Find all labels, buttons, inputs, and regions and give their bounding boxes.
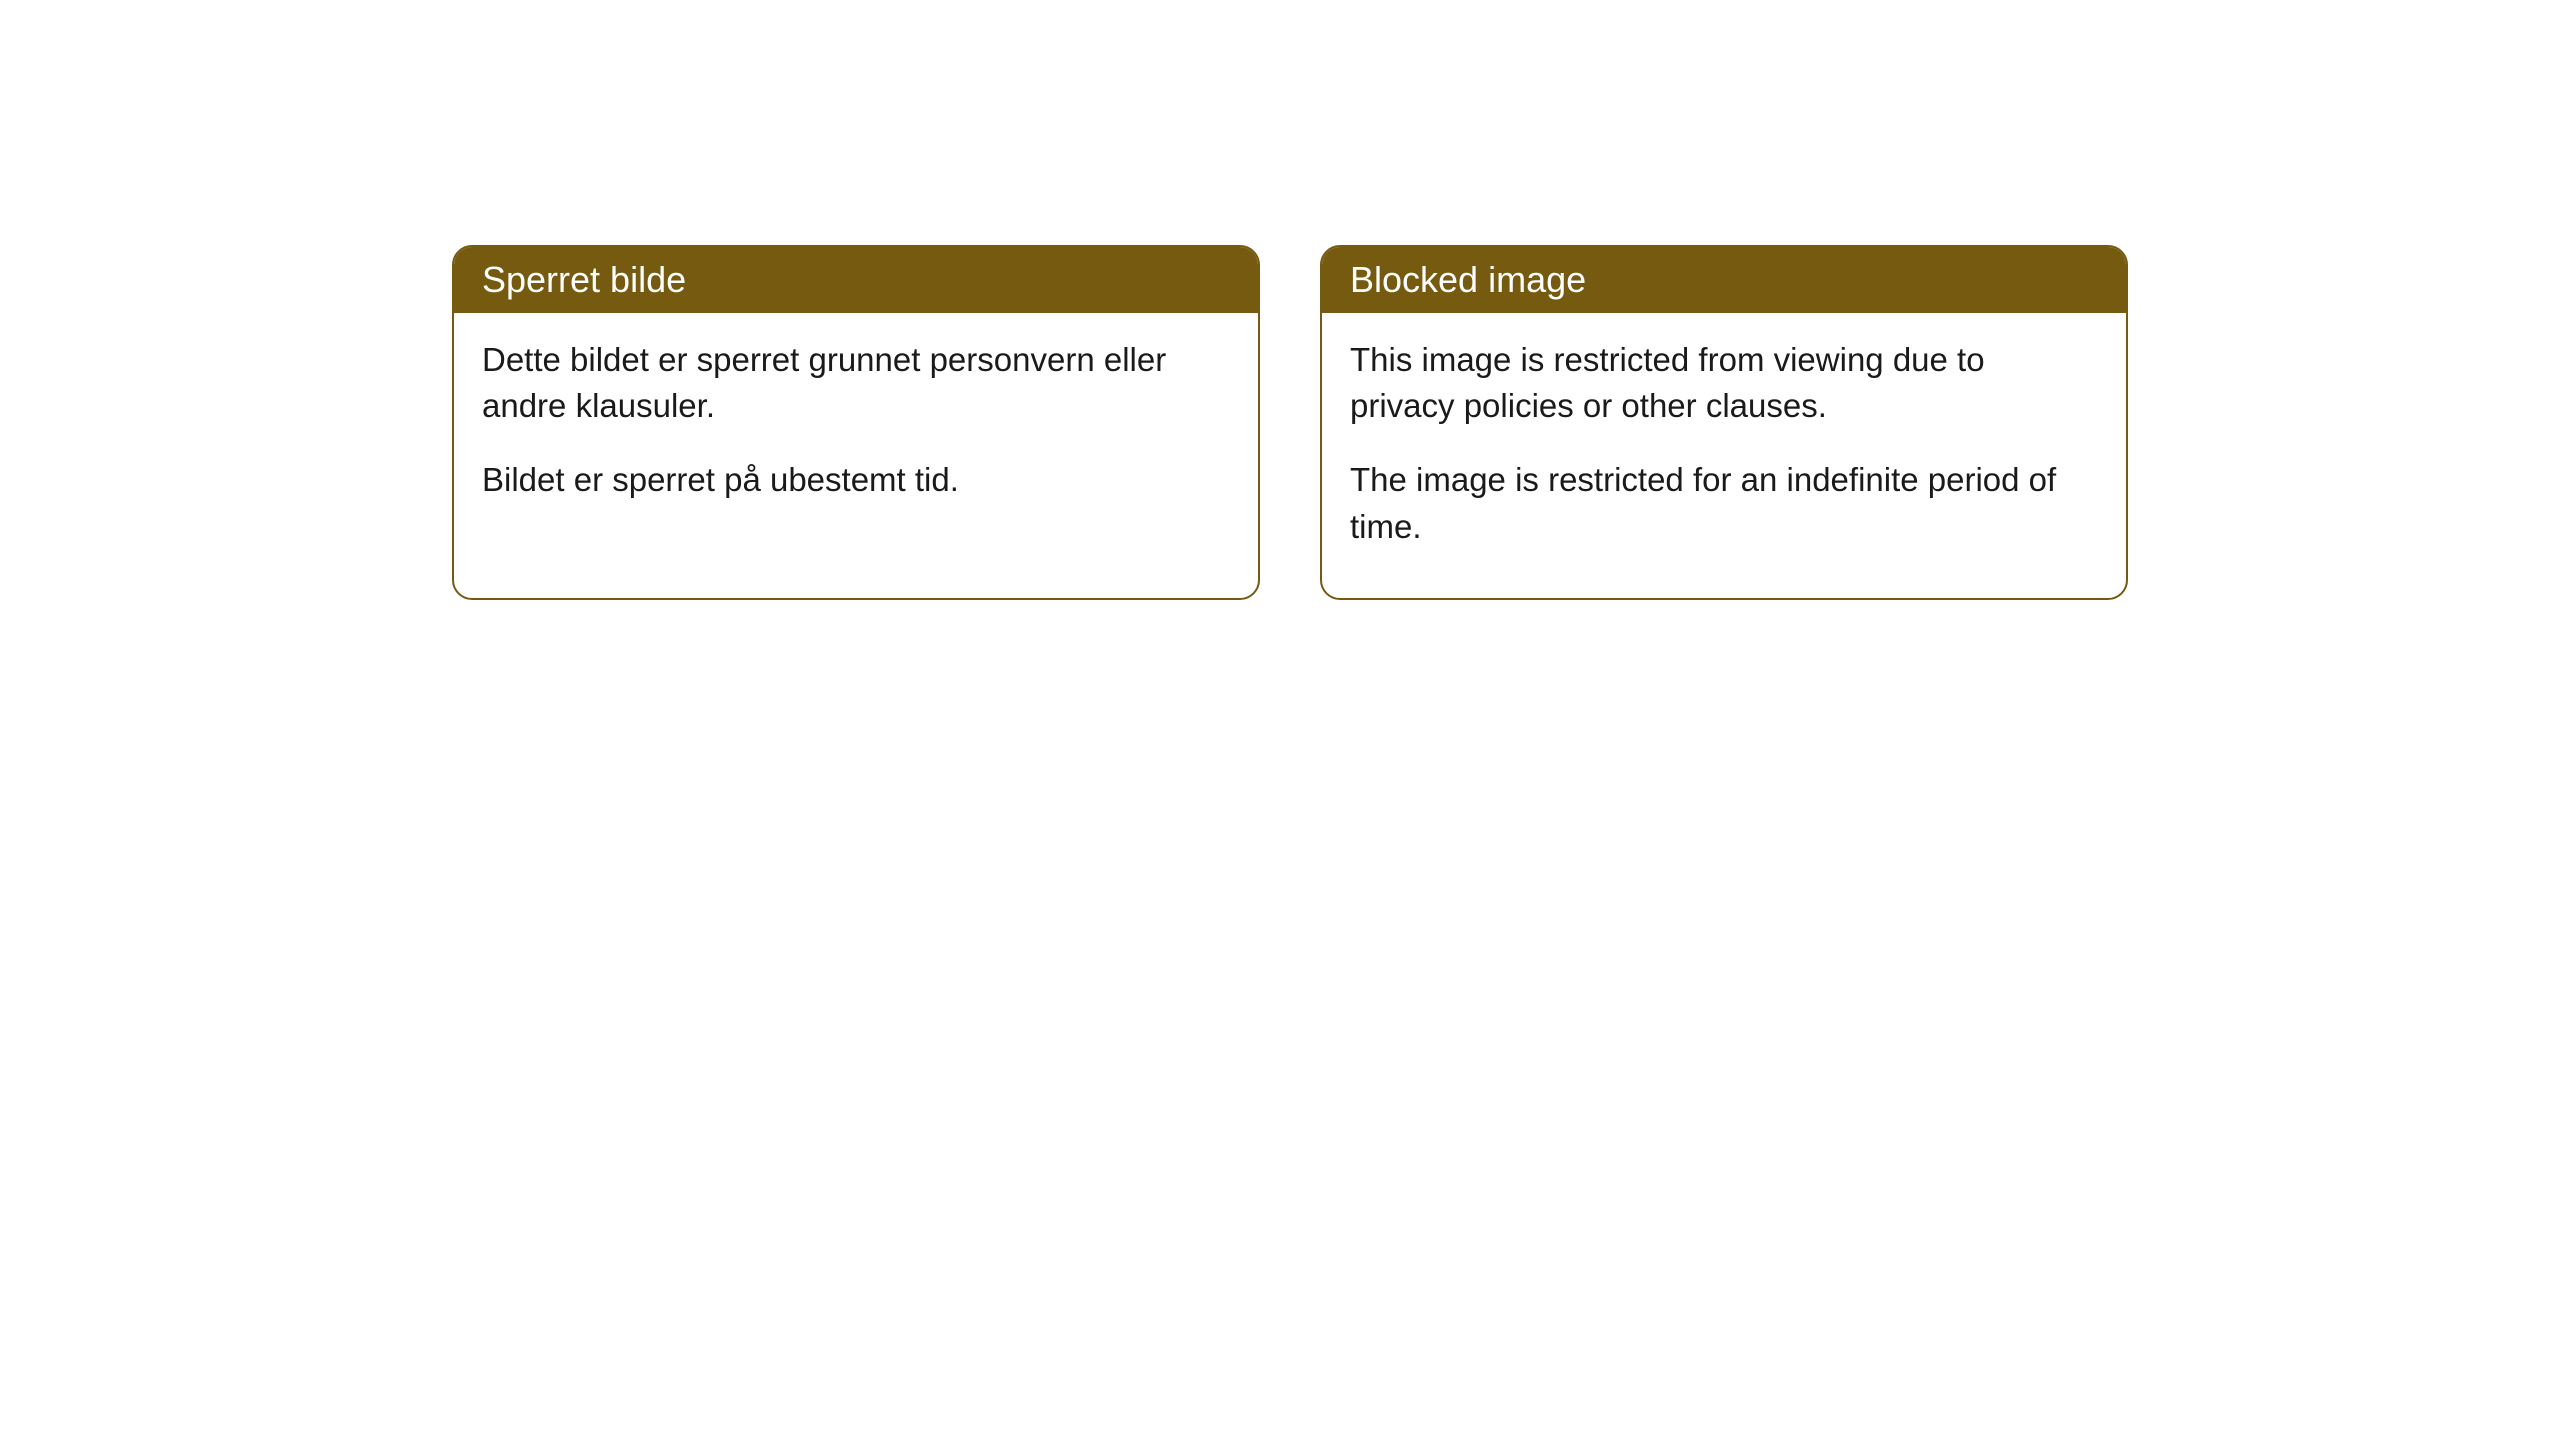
card-body: Dette bildet er sperret grunnet personve… [454, 313, 1258, 552]
blocked-image-card-english: Blocked image This image is restricted f… [1320, 245, 2128, 600]
card-header: Blocked image [1322, 247, 2126, 313]
card-paragraph: This image is restricted from viewing du… [1350, 337, 2098, 429]
blocked-image-card-norwegian: Sperret bilde Dette bildet er sperret gr… [452, 245, 1260, 600]
card-body: This image is restricted from viewing du… [1322, 313, 2126, 598]
card-header: Sperret bilde [454, 247, 1258, 313]
card-paragraph: Dette bildet er sperret grunnet personve… [482, 337, 1230, 429]
card-title: Sperret bilde [482, 259, 686, 300]
card-paragraph: Bildet er sperret på ubestemt tid. [482, 457, 1230, 503]
info-cards-container: Sperret bilde Dette bildet er sperret gr… [452, 245, 2128, 600]
card-title: Blocked image [1350, 259, 1586, 300]
card-paragraph: The image is restricted for an indefinit… [1350, 457, 2098, 549]
